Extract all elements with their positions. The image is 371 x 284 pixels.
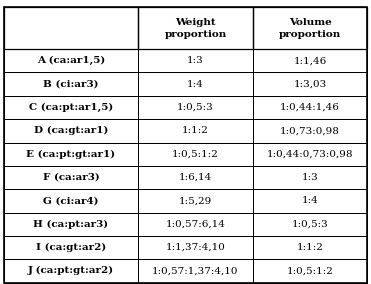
Bar — [253, 236, 367, 259]
Bar — [253, 259, 367, 283]
Text: 1:0,5:3: 1:0,5:3 — [292, 220, 328, 229]
Text: 1:6,14: 1:6,14 — [179, 173, 212, 182]
Text: 1:1,46: 1:1,46 — [293, 56, 326, 65]
Text: 1:0,5:1:2: 1:0,5:1:2 — [286, 266, 334, 275]
Bar — [4, 143, 138, 166]
Text: 1:5,29: 1:5,29 — [179, 196, 212, 205]
Bar — [138, 72, 253, 96]
Bar — [253, 212, 367, 236]
Bar — [138, 236, 253, 259]
Text: H (ca:pt:ar3): H (ca:pt:ar3) — [33, 220, 109, 229]
Text: D (ca:gt:ar1): D (ca:gt:ar1) — [34, 126, 108, 135]
Bar — [253, 189, 367, 212]
Bar — [4, 96, 138, 119]
Text: 1:1,37:4,10: 1:1,37:4,10 — [165, 243, 226, 252]
Text: 1:4: 1:4 — [187, 80, 204, 89]
Text: 1:0,57:6,14: 1:0,57:6,14 — [165, 220, 226, 229]
Bar — [4, 119, 138, 143]
Bar — [138, 166, 253, 189]
Text: 1:4: 1:4 — [302, 196, 318, 205]
Bar — [4, 236, 138, 259]
Text: 1:3: 1:3 — [187, 56, 204, 65]
Text: 1:0,5:1:2: 1:0,5:1:2 — [172, 150, 219, 159]
Text: 1:0,57:1,37:4,10: 1:0,57:1,37:4,10 — [152, 266, 239, 275]
Text: 1:0,5:3: 1:0,5:3 — [177, 103, 214, 112]
Bar — [4, 189, 138, 212]
Bar — [138, 143, 253, 166]
Bar — [138, 189, 253, 212]
Bar — [4, 166, 138, 189]
Text: G (ci:ar4): G (ci:ar4) — [43, 196, 99, 205]
Text: A (ca:ar1,5): A (ca:ar1,5) — [37, 56, 105, 65]
Bar — [253, 96, 367, 119]
Text: E (ca:pt:gt:ar1): E (ca:pt:gt:ar1) — [26, 150, 115, 159]
Text: F (ca:ar3): F (ca:ar3) — [43, 173, 99, 182]
Text: 1:0,44:0,73:0,98: 1:0,44:0,73:0,98 — [267, 150, 353, 159]
Text: I (ca:gt:ar2): I (ca:gt:ar2) — [36, 243, 106, 252]
Text: 1:3,03: 1:3,03 — [293, 80, 326, 89]
Bar — [253, 72, 367, 96]
Bar — [4, 259, 138, 283]
Text: C (ca:pt:ar1,5): C (ca:pt:ar1,5) — [29, 103, 113, 112]
Bar — [4, 7, 138, 49]
Text: 1:1:2: 1:1:2 — [182, 126, 209, 135]
Text: Weight
proportion: Weight proportion — [164, 18, 227, 39]
Bar — [138, 119, 253, 143]
Text: 1:3: 1:3 — [302, 173, 318, 182]
Text: Volume
proportion: Volume proportion — [279, 18, 341, 39]
Bar — [138, 7, 253, 49]
Bar — [253, 166, 367, 189]
Bar — [4, 49, 138, 72]
Bar — [138, 96, 253, 119]
Text: 1:0,73:0,98: 1:0,73:0,98 — [280, 126, 340, 135]
Text: 1:0,44:1,46: 1:0,44:1,46 — [280, 103, 340, 112]
Text: J (ca:pt:gt:ar2): J (ca:pt:gt:ar2) — [28, 266, 114, 275]
Bar — [4, 72, 138, 96]
Text: 1:1:2: 1:1:2 — [296, 243, 324, 252]
Bar — [4, 212, 138, 236]
Text: B (ci:ar3): B (ci:ar3) — [43, 80, 99, 89]
Bar — [253, 7, 367, 49]
Bar — [138, 49, 253, 72]
Bar — [253, 119, 367, 143]
Bar — [253, 49, 367, 72]
Bar — [253, 143, 367, 166]
Bar — [138, 259, 253, 283]
Bar — [138, 212, 253, 236]
